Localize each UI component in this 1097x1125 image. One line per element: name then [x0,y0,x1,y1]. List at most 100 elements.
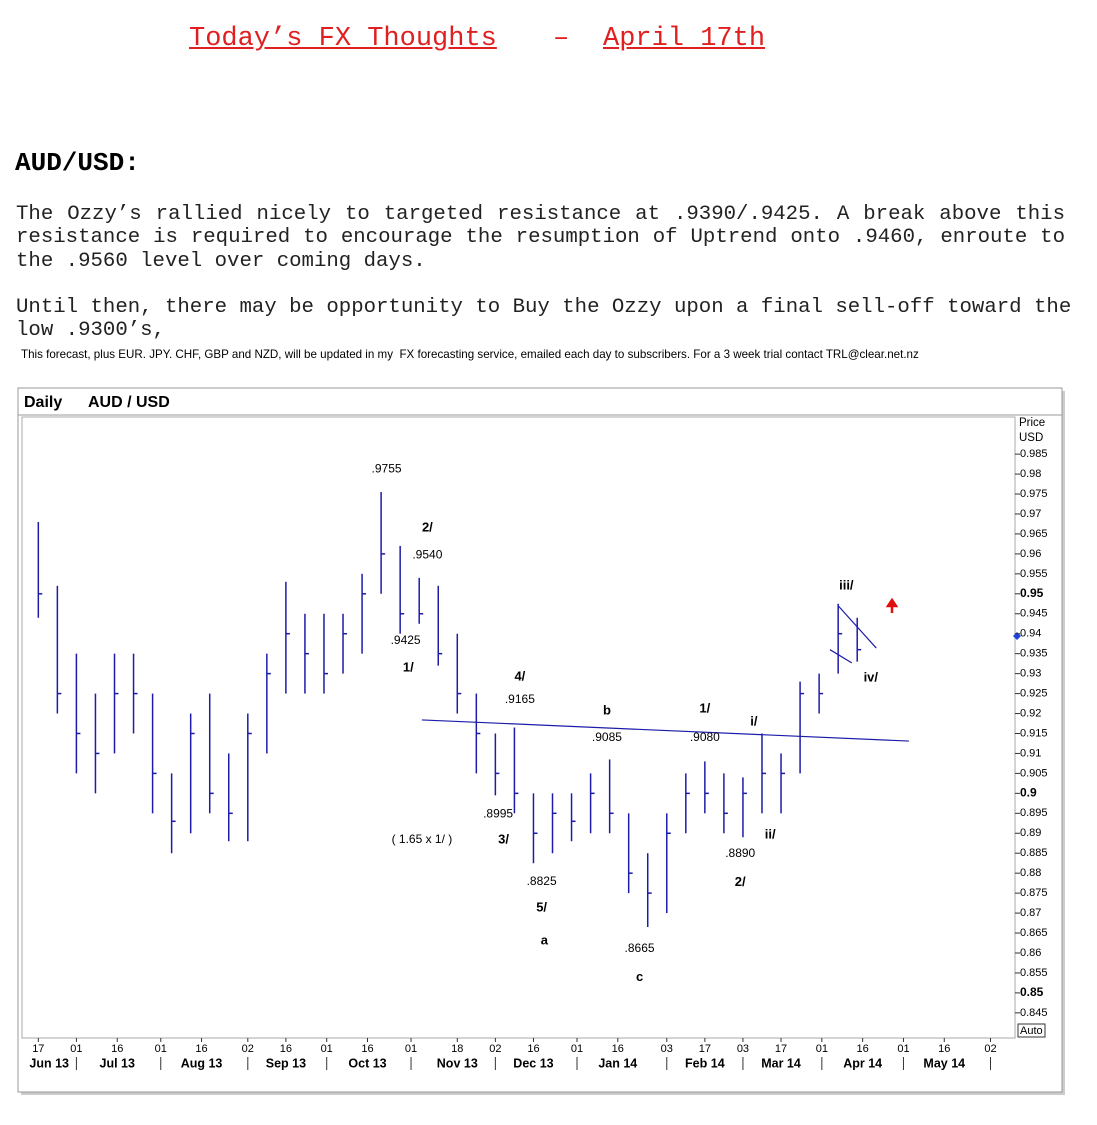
chart-frame [17,387,1063,1093]
x-tick-label: 03 [661,1043,673,1055]
y-tick-label: 0.975 [1020,488,1048,500]
annotation: a [541,932,549,947]
x-tick-label: 18 [451,1043,463,1055]
annotation: .8665 [625,941,655,955]
y-tick-label: 0.935 [1020,648,1048,660]
x-tick-label: 01 [155,1043,167,1055]
annotation: 1/ [403,659,414,674]
title-date: April 17th [603,24,766,54]
annotation: 5/ [536,899,547,914]
month-label: Jan 14 [598,1056,637,1070]
annotation: i/ [750,713,758,728]
y-tick-label: 0.845 [1020,1007,1048,1019]
annotation: b [603,703,611,718]
y-tick-label: 0.945 [1020,608,1048,620]
month-label: Apr 14 [843,1056,882,1070]
annotation: iv/ [864,669,879,684]
x-tick-label: 01 [897,1043,909,1055]
y-tick-label: 0.905 [1020,767,1048,779]
y-tick-label: 0.85 [1020,985,1044,999]
y-tick-label: 0.9 [1020,786,1037,800]
x-tick-label: 17 [32,1043,44,1055]
y-tick-label: 0.92 [1020,707,1041,719]
x-tick-label: 17 [699,1043,711,1055]
annotation: 3/ [498,831,509,846]
y-tick-label: 0.875 [1020,887,1048,899]
annotation: ii/ [765,826,776,841]
x-tick-label: 16 [195,1043,207,1055]
y-tick-label: 0.985 [1020,448,1048,460]
y-tick-label: 0.885 [1020,847,1048,859]
y-tick-label: 0.98 [1020,468,1041,480]
month-label: Oct 13 [348,1056,386,1070]
period: Daily [24,394,62,411]
annotation: .8995 [483,806,513,820]
annotation: 1/ [699,701,710,716]
y-tick-label: 0.87 [1020,907,1041,919]
x-tick-label: 01 [405,1043,417,1055]
text-line: low .9300’s, [16,319,165,343]
y-label: USD [1019,432,1043,444]
annotation: .9755 [372,461,402,475]
month-label: Jun 13 [29,1056,69,1070]
y-tick-label: 0.94 [1020,628,1041,640]
annotation: .8890 [725,846,755,860]
month-label: Dec 13 [513,1056,553,1070]
auto-box [1017,1023,1046,1038]
title-dash: – [553,24,570,54]
month-label: Mar 14 [761,1056,801,1070]
month-label: Aug 13 [181,1056,223,1070]
annotation: ( 1.65 x 1/ ) [392,832,453,846]
x-tick-label: 16 [938,1043,950,1055]
text-line: The Ozzy’s rallied nicely to targeted re… [16,203,1065,226]
y-tick-label: 0.96 [1020,548,1041,560]
y-tick-label: 0.895 [1020,807,1048,819]
annotation: 2/ [735,874,746,889]
annotation: .8825 [527,874,557,888]
paragraph: The Ozzy’s rallied nicely to targeted re… [16,203,1065,273]
annotation: .9080 [690,730,720,744]
y-tick-label: 0.89 [1020,827,1041,839]
text-line: Until then, there may be opportunity to … [16,296,1072,319]
x-tick-label: 16 [612,1043,624,1055]
month-label: Nov 13 [437,1056,478,1070]
month-label: Sep 13 [266,1056,306,1070]
x-tick-label: 16 [361,1043,373,1055]
y-tick-label: 0.925 [1020,687,1048,699]
annotation: c [636,969,643,984]
paragraph: Until then, there may be opportunity to … [16,296,1072,343]
annotation: 4/ [514,668,525,683]
x-tick-label: 01 [321,1043,333,1055]
x-tick-label: 16 [111,1043,123,1055]
plot-area [21,416,1016,1039]
y-tick-label: 0.855 [1020,967,1048,979]
x-tick-label: 02 [242,1043,254,1055]
y-tick-label: 0.955 [1020,568,1048,580]
annotation: iii/ [839,578,854,593]
y-tick-label: 0.95 [1020,586,1044,600]
y-tick-label: 0.93 [1020,668,1041,680]
title: Today’s FX Thoughts [189,24,497,54]
x-tick-label: 01 [571,1043,583,1055]
text-line: the .9560 level over coming days. [16,249,426,273]
y-tick-label: 0.86 [1020,947,1041,959]
y-tick-label: 0.88 [1020,867,1041,879]
x-tick-label: 02 [489,1043,501,1055]
trend-line [829,649,853,664]
x-tick-label: 01 [70,1043,82,1055]
y-tick-label: 0.97 [1020,508,1041,520]
scale-mode: Auto [1020,1025,1043,1037]
month-label: Jul 13 [100,1056,135,1070]
y-tick-label: 0.915 [1020,727,1048,739]
text-line: resistance is required to encourage the … [16,226,1065,250]
x-tick-label: 02 [984,1043,996,1055]
x-tick-label: 03 [737,1043,749,1055]
y-tick-label: 0.965 [1020,528,1048,540]
y-label: Price [1019,417,1045,429]
month-label: Feb 14 [685,1056,725,1070]
annotation: .9540 [412,547,442,561]
chart-title: AUD / USD [88,394,170,411]
trend-line [421,719,909,742]
